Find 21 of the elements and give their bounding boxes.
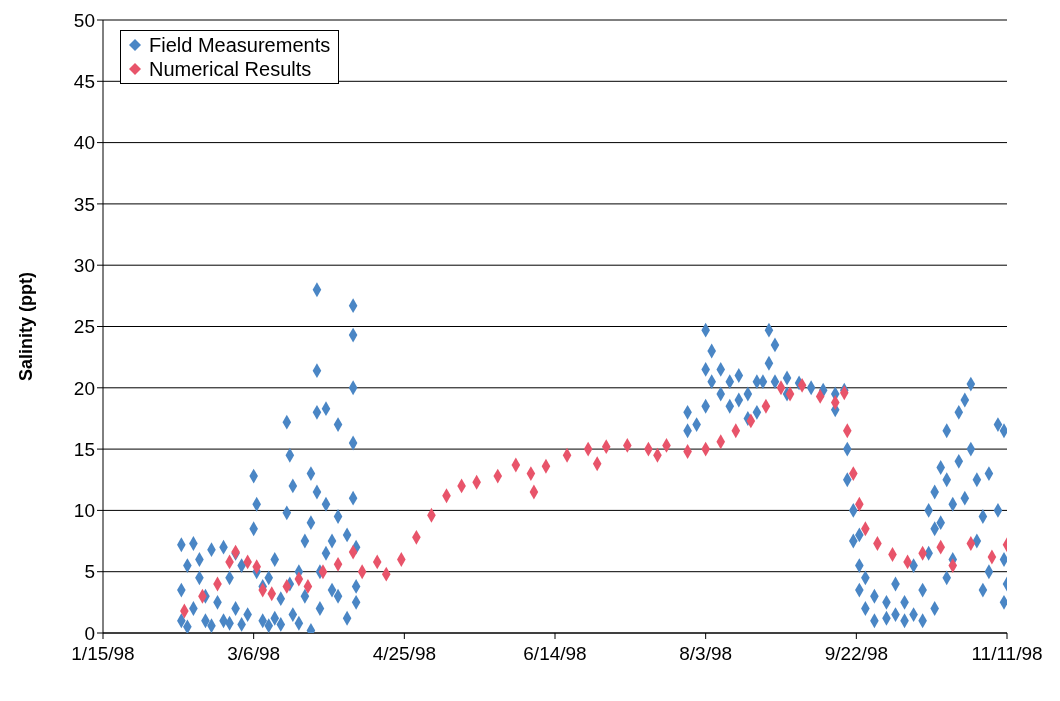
- y-tick-label: 20: [73, 377, 95, 399]
- legend-label: Numerical Results: [149, 57, 312, 81]
- y-tick-label: 35: [73, 193, 95, 215]
- y-tick-label: 40: [73, 132, 95, 154]
- y-tick-label: 30: [73, 254, 95, 276]
- y-tick-label: 15: [73, 438, 95, 460]
- y-tick-label: 25: [73, 316, 95, 338]
- y-axis-title: Salinity (ppt): [16, 272, 37, 381]
- x-tick-label: 1/15/98: [71, 643, 135, 665]
- legend-label: Field Measurements: [149, 33, 331, 57]
- x-tick-label: 3/6/98: [227, 643, 281, 665]
- x-tick-label: 6/14/98: [523, 643, 587, 665]
- x-tick-label: 9/22/98: [824, 643, 889, 665]
- y-tick-label: 10: [73, 500, 95, 522]
- x-tick-label: 8/3/98: [679, 643, 733, 665]
- y-tick-label: 45: [73, 71, 95, 93]
- y-tick-label: 0: [84, 622, 95, 644]
- y-tick-label: 5: [84, 561, 95, 583]
- x-tick-label: 11/11/98: [971, 643, 1043, 665]
- y-tick-label: 50: [73, 9, 95, 31]
- x-tick-label: 4/25/98: [372, 643, 437, 665]
